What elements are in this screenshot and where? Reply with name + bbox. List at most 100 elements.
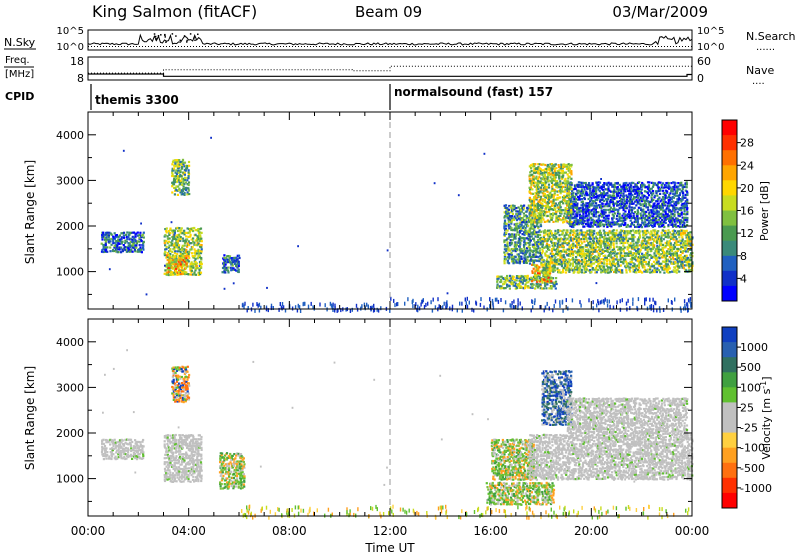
scatter-cell	[534, 270, 537, 273]
scatter-cell	[510, 251, 513, 255]
scatter-cell	[518, 215, 521, 218]
scatter-cell	[554, 208, 557, 211]
scatter-cell	[680, 208, 683, 212]
scatter-cell	[572, 242, 575, 245]
scatter-cell	[227, 271, 230, 274]
scatter-cell	[189, 233, 192, 236]
scatter-cell	[643, 217, 646, 220]
scatter-cell	[507, 262, 511, 265]
scatter-cell	[171, 171, 174, 174]
scatter-cell	[611, 222, 614, 226]
scatter-cell	[565, 250, 568, 253]
scatter-cell	[540, 241, 543, 244]
scatter-cell	[527, 259, 530, 263]
scatter-cell	[587, 223, 590, 226]
scatter-cell	[179, 257, 182, 260]
scatter-cell	[532, 253, 535, 256]
scatter-cell	[135, 246, 138, 249]
scatter-cell	[544, 269, 547, 272]
scatter-cell	[673, 213, 676, 216]
scatter-cell	[643, 240, 646, 243]
scatter-cell	[650, 263, 653, 266]
nsky-spike	[164, 36, 166, 38]
scatter-cell	[526, 258, 529, 261]
scatter-cell	[606, 183, 609, 186]
scatter-cell	[550, 180, 553, 183]
scatter-cell	[136, 250, 139, 253]
scatter-cell	[171, 174, 174, 178]
scatter-cell	[689, 248, 692, 251]
scatter-cell	[611, 190, 614, 193]
ground-scatter-cell	[415, 302, 417, 307]
scatter-cell	[527, 277, 530, 280]
scatter-cell	[650, 196, 653, 199]
scatter-cell	[548, 172, 551, 175]
scatter-cell	[511, 212, 514, 215]
scatter-cell	[576, 241, 579, 244]
scatter-cell	[570, 165, 573, 168]
scatter-cell	[530, 223, 533, 226]
scatter-cell	[684, 231, 687, 234]
scatter-cell	[535, 277, 538, 280]
scatter-cell	[636, 269, 639, 272]
scatter-cell	[605, 262, 608, 266]
scatter-cell	[583, 231, 586, 234]
scatter-cell	[598, 243, 601, 246]
scatter-cell	[538, 214, 541, 217]
scatter-cell	[602, 255, 605, 258]
scatter-cell	[629, 212, 632, 216]
scatter-cell	[605, 182, 608, 185]
scatter-cell	[681, 187, 684, 190]
scatter-cell	[566, 269, 569, 272]
scatter-cell	[126, 237, 129, 240]
scatter-cell	[503, 239, 506, 242]
scatter-cell	[223, 256, 226, 259]
scatter-cell	[503, 222, 506, 225]
scatter-cell	[548, 167, 551, 170]
scatter-cell	[102, 233, 105, 236]
scatter-cell	[544, 183, 547, 186]
scatter-cell	[611, 221, 614, 224]
scatter-cell	[600, 209, 603, 212]
scatter-cell	[538, 260, 541, 263]
scatter-cell	[589, 244, 592, 247]
scatter-cell	[558, 269, 561, 272]
scatter-cell	[636, 246, 639, 249]
scatter-cell	[527, 255, 530, 258]
scatter-cell	[527, 234, 530, 238]
scatter-cell	[668, 221, 672, 224]
scatter-cell	[165, 248, 168, 251]
scatter-cell	[188, 250, 191, 253]
scatter-cell	[618, 246, 621, 249]
scatter-cell	[172, 231, 175, 234]
scatter-cell	[566, 248, 569, 251]
scatter-cell	[653, 217, 656, 220]
scatter-cell	[606, 192, 609, 195]
scatter-cell	[567, 267, 570, 270]
scatter-cell	[667, 268, 670, 271]
scatter-cell	[166, 259, 169, 262]
scatter-cell	[620, 246, 623, 249]
scatter-cell	[635, 271, 638, 274]
scatter-cell	[572, 229, 575, 232]
scatter-cell	[587, 221, 590, 224]
scatter-cell	[633, 263, 636, 266]
scatter-cell	[579, 244, 582, 247]
scatter-cell	[227, 255, 230, 258]
scatter-cell	[128, 233, 131, 236]
scatter-cell	[543, 199, 547, 202]
scatter-cell	[653, 254, 656, 257]
scatter-cell	[526, 242, 529, 245]
scatter-cell	[668, 244, 671, 247]
scatter-cell	[578, 268, 581, 271]
scatter-cell	[550, 213, 553, 216]
scatter-cell	[545, 171, 548, 174]
scatter-cell	[581, 181, 584, 184]
scatter-cell	[193, 256, 196, 259]
scatter-cell	[552, 234, 556, 237]
scatter-cell	[684, 225, 687, 228]
scatter-cell	[628, 189, 631, 193]
scatter-cell	[510, 277, 513, 280]
scatter-cell	[682, 194, 685, 197]
scatter-cell	[553, 262, 556, 265]
